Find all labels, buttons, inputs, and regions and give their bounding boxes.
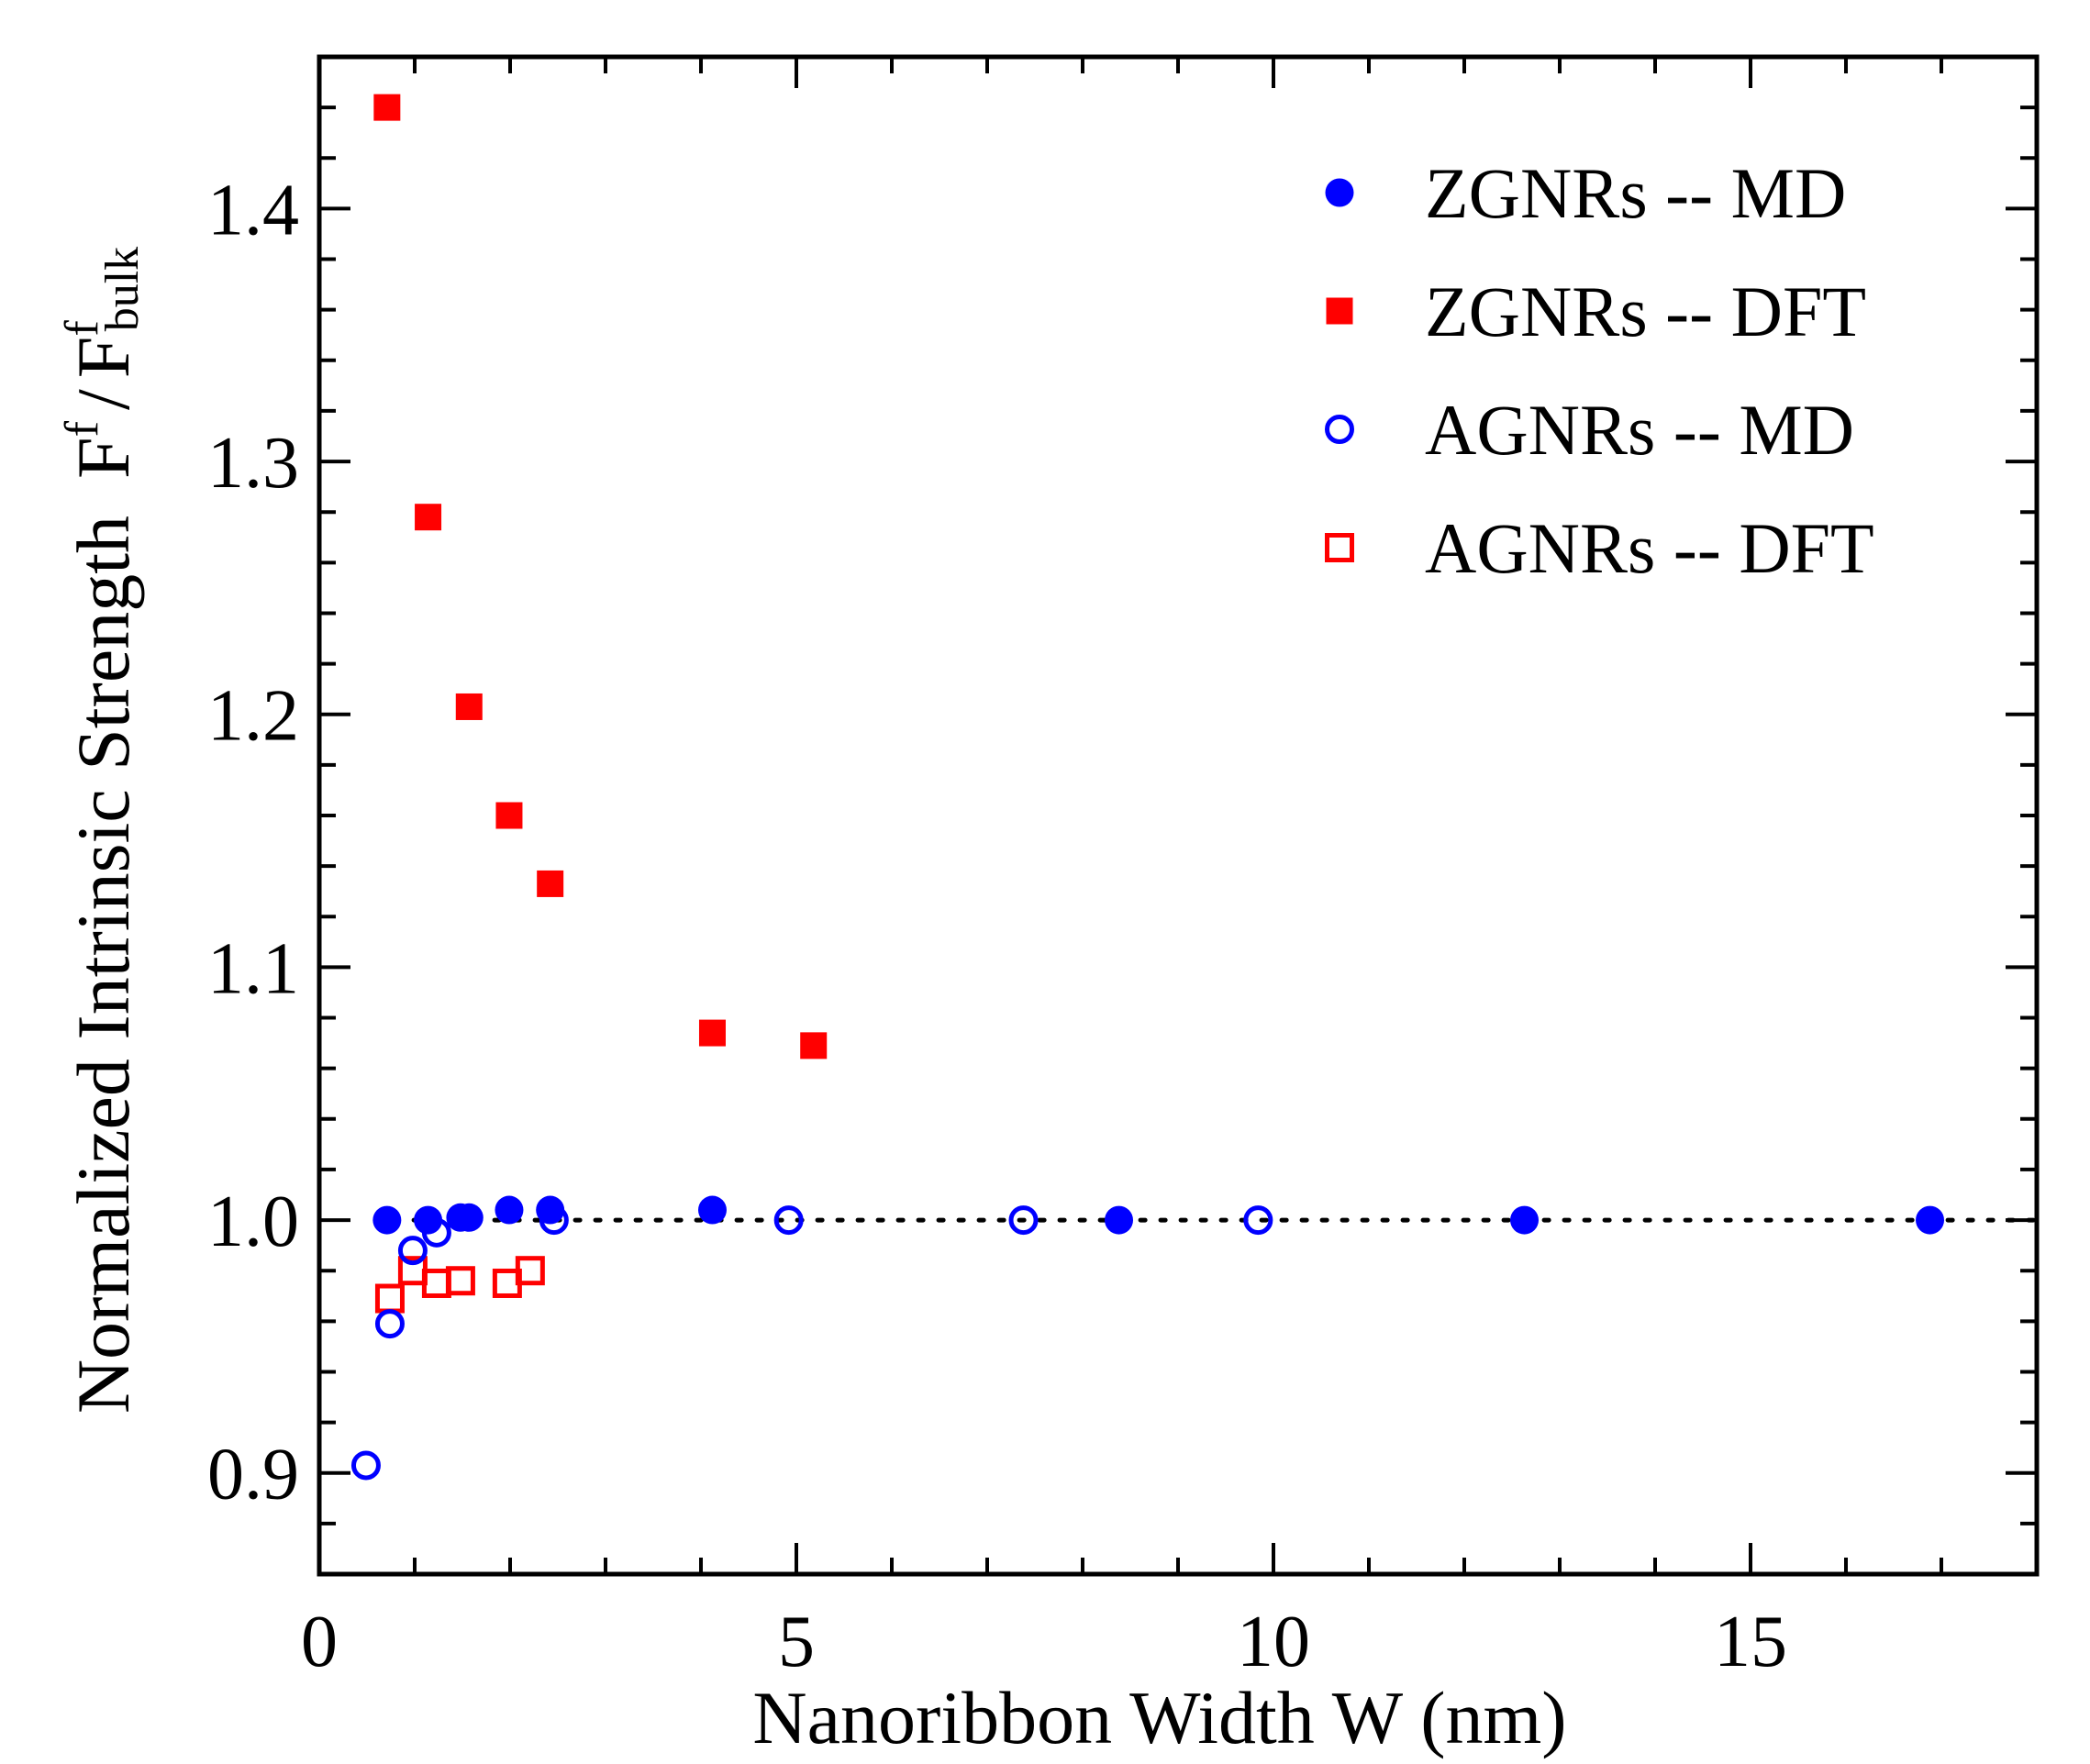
series-agnrs-dft — [374, 1256, 545, 1314]
data-point — [1105, 1205, 1134, 1235]
x-tick-label: 5 — [778, 1602, 815, 1682]
legend-label: AGNRs -- DFT — [1425, 508, 1874, 588]
y-axis-label-f1: F — [61, 437, 145, 479]
y-axis-label-sup1: f — [56, 420, 108, 437]
data-point — [372, 1205, 402, 1235]
y-axis-label-sub: bulk — [96, 247, 149, 331]
y-tick-label: 1.0 — [207, 1182, 299, 1262]
data-points-layer — [350, 94, 1945, 1481]
legend-label: AGNRs -- MD — [1425, 390, 1854, 470]
y-axis-label-main: Normalized Intrinsic Strength — [61, 516, 145, 1414]
legend-marker — [1325, 178, 1354, 207]
legend-item: ZGNRs -- MD — [1325, 153, 1846, 233]
series-zgnrs-md — [372, 1195, 1945, 1235]
series-agnrs-md — [350, 1205, 1273, 1481]
data-point — [455, 693, 483, 720]
data-point — [421, 1268, 451, 1298]
data-point — [800, 1032, 828, 1060]
y-axis-label-f2: F — [61, 337, 145, 379]
data-point — [374, 1309, 405, 1339]
legend-marker — [1325, 533, 1354, 562]
legend-marker — [1326, 297, 1353, 325]
y-tick-label: 1.2 — [207, 676, 299, 757]
legend-item: AGNRs -- MD — [1325, 390, 1854, 470]
data-point — [454, 1203, 484, 1232]
legend-item: ZGNRs -- DFT — [1326, 272, 1866, 351]
y-axis-label: Normalized Intrinsic StrengthFf/Ffbulk — [56, 247, 149, 1414]
y-tick-label: 1.4 — [207, 170, 299, 250]
data-point — [1510, 1205, 1540, 1235]
data-point — [1916, 1205, 1945, 1235]
data-point — [414, 1205, 443, 1235]
svg-text:Normalized Intrinsic StrengthF: Normalized Intrinsic StrengthFf/Ffbulk — [56, 247, 149, 1414]
y-tick-label: 1.3 — [207, 423, 299, 504]
y-axis-label-slash: / — [61, 389, 145, 410]
data-point — [773, 1205, 804, 1236]
data-point — [495, 1195, 524, 1225]
x-tick-label: 0 — [301, 1602, 338, 1682]
data-point — [445, 1266, 475, 1296]
data-point — [374, 1283, 405, 1314]
plot-frame — [317, 54, 2040, 1577]
tick-labels-layer: 0 5 10 15 0.9 1.0 1.1 1.2 1.3 1.4 — [207, 170, 1787, 1682]
y-axis-label-sup2: f — [56, 320, 108, 337]
data-point — [698, 1019, 726, 1047]
y-tick-label: 1.1 — [207, 928, 299, 1009]
data-point — [350, 1450, 381, 1481]
data-point — [536, 1195, 565, 1225]
x-axis-label: Nanoribbon Width W (nm) — [752, 1676, 1566, 1759]
data-point — [397, 1236, 428, 1266]
data-point — [697, 1195, 727, 1225]
legend-label: ZGNRs -- MD — [1425, 153, 1846, 233]
data-point — [415, 504, 442, 531]
legend: ZGNRs -- MD ZGNRs -- DFT AGNRs -- MD AGNRs … — [1325, 153, 1874, 588]
data-point — [1243, 1205, 1273, 1236]
x-tick-label: 10 — [1237, 1602, 1310, 1682]
x-tick-label: 15 — [1714, 1602, 1787, 1682]
data-point — [515, 1256, 545, 1286]
legend-label: ZGNRs -- DFT — [1425, 272, 1866, 351]
data-point — [537, 870, 564, 897]
data-point — [373, 94, 401, 121]
data-point — [1008, 1205, 1039, 1236]
legend-marker — [1325, 415, 1354, 444]
data-point — [495, 802, 523, 829]
y-tick-label: 0.9 — [207, 1435, 299, 1515]
legend-item: AGNRs -- DFT — [1325, 508, 1874, 588]
series-zgnrs-dft — [373, 94, 828, 1060]
